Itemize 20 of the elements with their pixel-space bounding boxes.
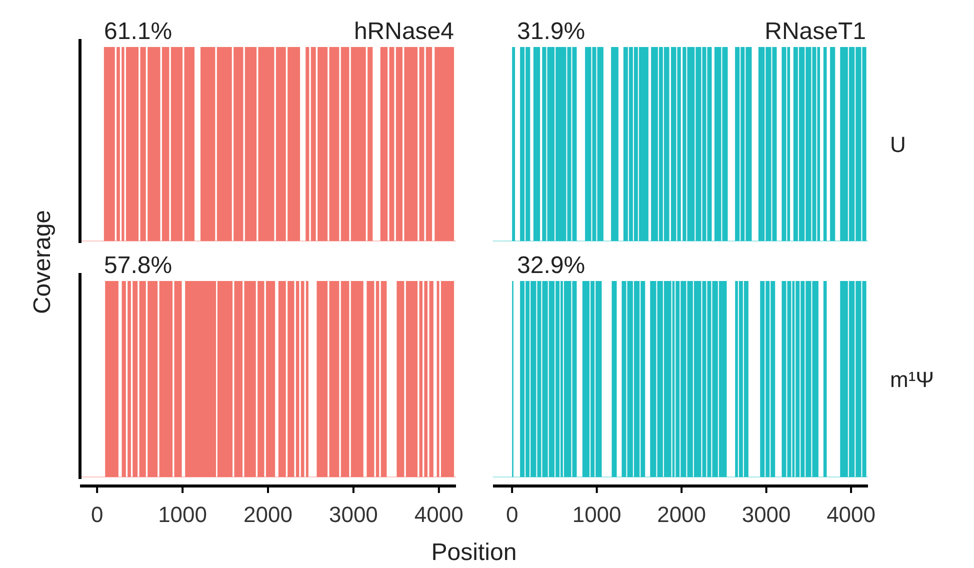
x-tick-label: 1000 — [572, 502, 622, 527]
x-tick-label: 4000 — [414, 502, 464, 527]
text: 32.9% — [517, 252, 586, 279]
x-tick-label: 1000 — [158, 502, 208, 527]
x-tick-label: 3000 — [742, 502, 791, 527]
y-axis-title: Coverage — [29, 210, 56, 314]
chart-title: RNaseT1 — [764, 18, 866, 45]
y2-axis-title: m¹Ψ — [890, 367, 934, 392]
x-tick-label: 3000 — [328, 502, 378, 527]
chart-title: hRNase4 — [354, 18, 454, 45]
x-axis-title: Position — [431, 539, 517, 566]
text: 31.9% — [517, 18, 586, 45]
x-tick-label: 0 — [506, 502, 518, 527]
x-tick-label: 2000 — [657, 502, 706, 527]
y2-axis-title: U — [890, 132, 906, 157]
x-tick-label: 0 — [90, 502, 104, 527]
text: 61.1% — [104, 18, 172, 45]
text: 57.8% — [104, 252, 172, 279]
x-tick-label: 2000 — [244, 502, 292, 527]
x-tick-label: 4000 — [826, 502, 876, 527]
